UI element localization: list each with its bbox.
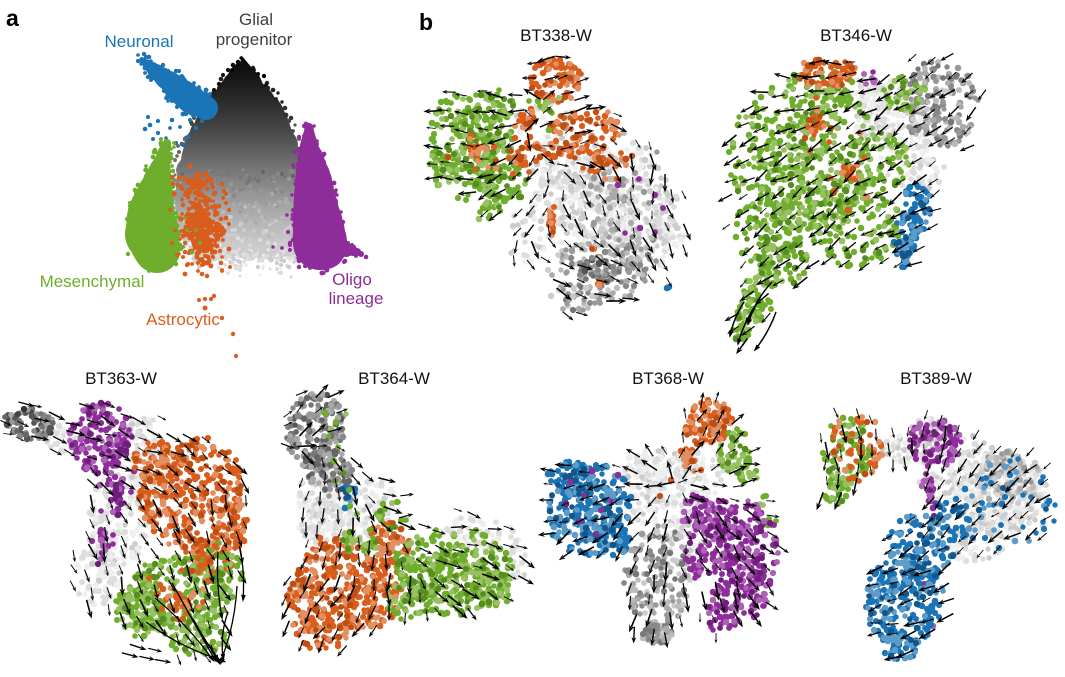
svg-text:Oligo: Oligo (332, 270, 372, 289)
svg-text:Neuronal: Neuronal (105, 32, 174, 51)
svg-text:BT346-W: BT346-W (820, 26, 892, 45)
svg-text:Glial: Glial (239, 10, 273, 29)
svg-text:a: a (6, 5, 19, 31)
svg-text:progenitor: progenitor (216, 30, 293, 49)
svg-text:b: b (419, 9, 433, 35)
svg-text:lineage: lineage (329, 289, 384, 308)
svg-text:BT338-W: BT338-W (520, 26, 592, 45)
svg-text:Mesenchymal: Mesenchymal (40, 272, 145, 291)
svg-text:Astrocytic: Astrocytic (146, 310, 220, 329)
